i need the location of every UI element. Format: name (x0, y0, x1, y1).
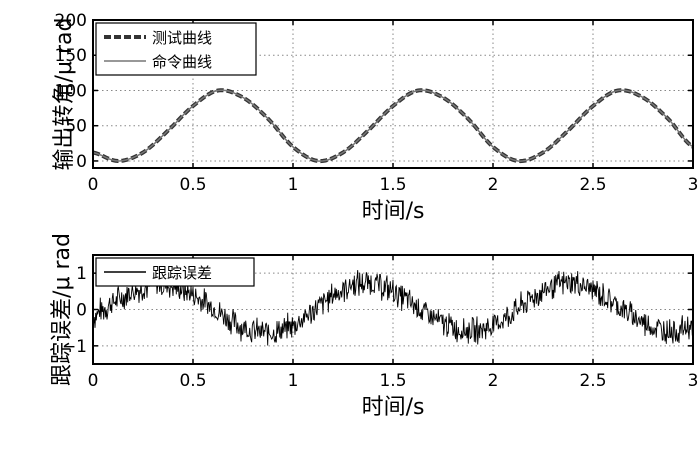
x-axis-label: 时间/s (362, 395, 425, 420)
legend-label: 命令曲线 (152, 53, 212, 71)
y-tick-label: 100 (55, 81, 87, 101)
ticks: 0 0.5 1 1.5 2 2.5 3 0 50 100 150 200 (55, 11, 699, 195)
x-tick-label: 2.5 (579, 371, 606, 391)
legend: 跟踪误差 (95, 257, 255, 287)
y-tick-label: 0 (76, 301, 87, 321)
x-tick-label: 0.5 (179, 175, 206, 195)
x-tick-label: 1 (288, 175, 299, 195)
y-tick-label: −1 (62, 337, 87, 357)
legend-box (95, 22, 257, 76)
x-tick-label: 2 (488, 175, 499, 195)
y-tick-label: 1 (76, 264, 87, 284)
plot-lines (92, 88, 695, 164)
x-tick-label: 3 (688, 175, 699, 195)
series-line (92, 270, 694, 346)
x-tick-label: 1.5 (379, 371, 406, 391)
x-tick-label: 2 (488, 371, 499, 391)
x-tick-label: 1.5 (379, 175, 406, 195)
legend-label: 跟踪误差 (152, 264, 212, 282)
y-tick-label: 0 (76, 152, 87, 172)
x-tick-label: 0 (88, 371, 99, 391)
y-axis-label: 跟踪误差/μ rad (50, 233, 75, 386)
x-axis-label: 时间/s (362, 199, 425, 224)
ticks: 0 0.5 1 1.5 2 2.5 3−101 (62, 255, 698, 391)
x-tick-label: 3 (688, 371, 699, 391)
x-tick-label: 2.5 (579, 175, 606, 195)
x-tick-label: 0 (88, 175, 99, 195)
y-tick-label: 50 (65, 117, 87, 137)
x-tick-label: 1 (288, 371, 299, 391)
plot-lines (92, 270, 694, 346)
series-line (92, 89, 694, 162)
y-tick-label: 150 (55, 46, 87, 66)
legend-label: 测试曲线 (152, 29, 212, 47)
x-tick-label: 0.5 (179, 371, 206, 391)
tracking-error-chart: 0 0.5 1 1.5 2 2.5 3−101 跟踪误差 时间/s 跟踪误差/μ rad (50, 233, 698, 420)
y-axis-label: 输出转角/μ rad (52, 18, 77, 171)
y-tick-label: 200 (55, 11, 87, 31)
